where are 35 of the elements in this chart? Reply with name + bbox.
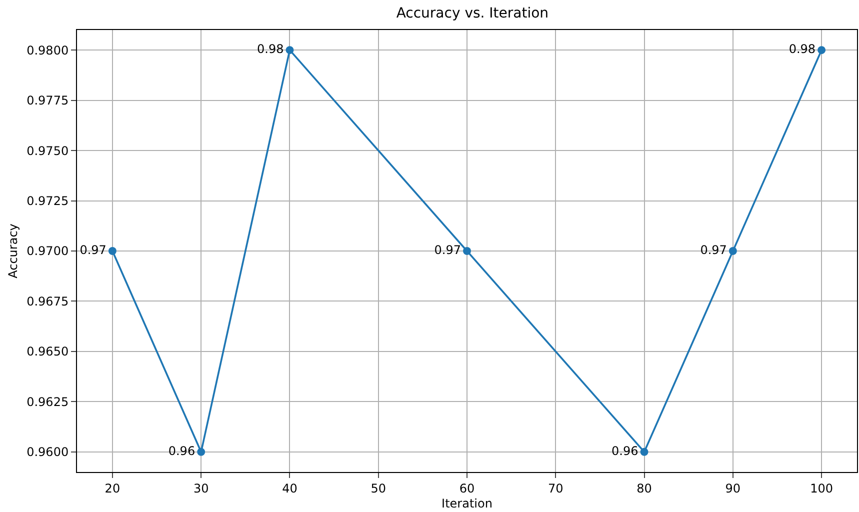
point xyxy=(197,448,206,456)
data-label: 0.98 xyxy=(257,42,284,56)
y-tick-label: 0.9650 xyxy=(26,344,69,359)
point xyxy=(818,46,826,54)
x-tick-label: 100 xyxy=(810,481,834,496)
point xyxy=(108,247,116,255)
x-tick-label: 70 xyxy=(548,481,564,496)
y-tick-label: 0.9600 xyxy=(26,445,69,460)
data-label: 0.96 xyxy=(168,444,196,458)
y-tick-label: 0.9675 xyxy=(26,294,69,308)
x-tick-label: 90 xyxy=(725,481,741,496)
y-tick-label: 0.9625 xyxy=(26,394,69,409)
x-tick-label: 20 xyxy=(104,481,120,496)
y-axis-title: Accuracy xyxy=(6,224,20,278)
data-label: 0.96 xyxy=(612,444,638,458)
data-label: 0.97 xyxy=(700,243,727,257)
y-tick-label: 0.9800 xyxy=(26,43,69,58)
y-tick-label: 0.9775 xyxy=(26,94,69,108)
point xyxy=(286,46,294,54)
data-label: 0.97 xyxy=(434,243,461,257)
x-tick-label: 40 xyxy=(282,481,298,496)
y-tick-label: 0.9725 xyxy=(26,194,69,208)
point xyxy=(728,247,737,255)
data-label: 0.97 xyxy=(80,243,106,257)
x-tick-label: 60 xyxy=(459,481,475,496)
point xyxy=(640,448,648,456)
y-tick-label: 0.9700 xyxy=(26,244,69,258)
x-axis-title: Iteration xyxy=(442,496,492,510)
x-tick-label: 80 xyxy=(636,481,652,496)
point xyxy=(463,247,471,255)
x-tick-label: 30 xyxy=(193,481,209,496)
y-tick-label: 0.9750 xyxy=(26,144,69,158)
data-label: 0.98 xyxy=(788,42,816,56)
chart-title: Accuracy vs. Iteration xyxy=(396,5,549,22)
x-tick-label: 50 xyxy=(370,481,386,496)
